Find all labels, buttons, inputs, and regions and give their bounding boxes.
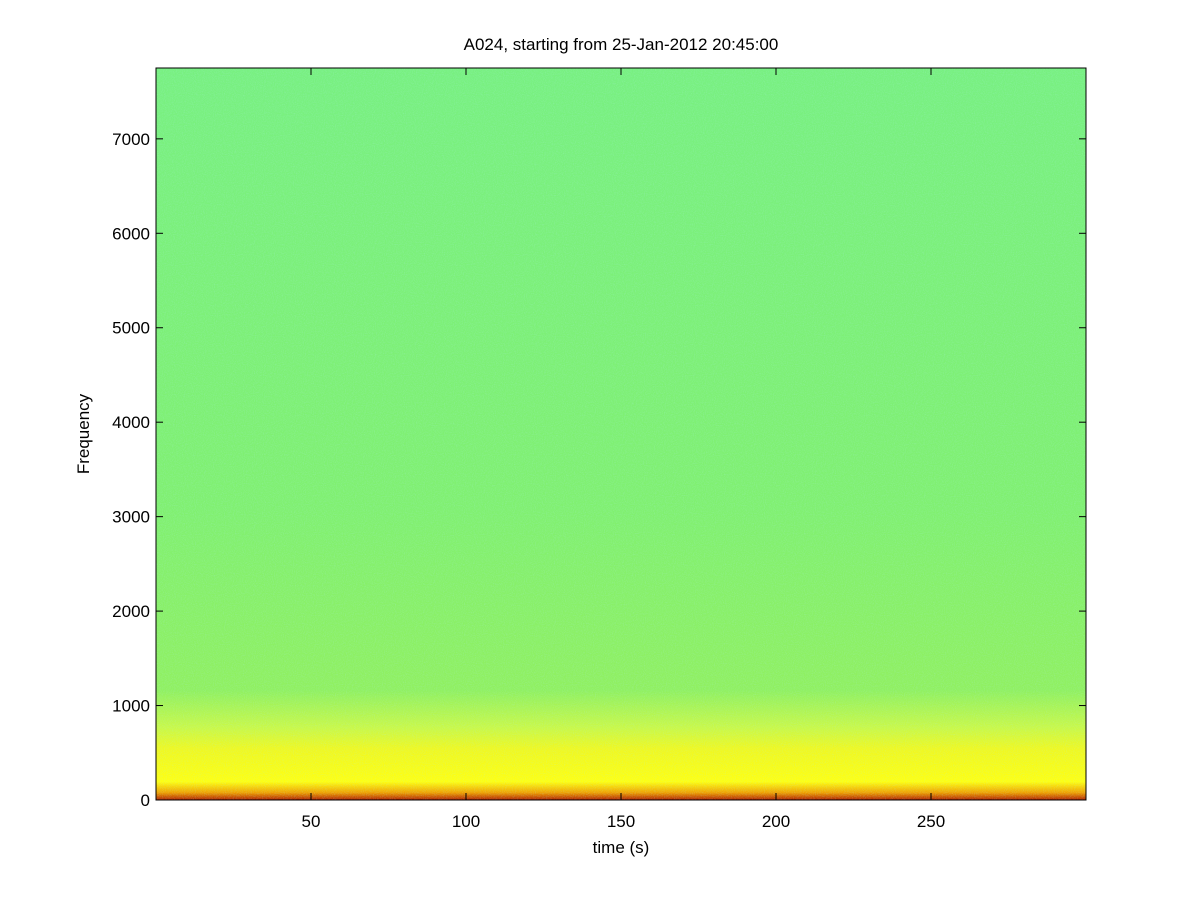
x-tick-label: 200 — [762, 812, 790, 831]
y-tick-label: 6000 — [112, 224, 150, 243]
x-tick-label: 150 — [607, 812, 635, 831]
x-axis-label: time (s) — [593, 838, 650, 857]
y-tick-label: 4000 — [112, 413, 150, 432]
y-tick-label: 2000 — [112, 602, 150, 621]
spectrogram-texture — [156, 68, 1086, 800]
y-tick-label: 0 — [141, 791, 150, 810]
x-tick-label: 250 — [917, 812, 945, 831]
y-tick-label: 7000 — [112, 130, 150, 149]
y-axis-label: Frequency — [74, 393, 93, 474]
y-tick-label: 5000 — [112, 319, 150, 338]
y-tick-label: 1000 — [112, 697, 150, 716]
x-tick-label: 100 — [452, 812, 480, 831]
chart-title: A024, starting from 25-Jan-2012 20:45:00 — [464, 35, 779, 54]
x-tick-label: 50 — [302, 812, 321, 831]
y-tick-label: 3000 — [112, 508, 150, 527]
